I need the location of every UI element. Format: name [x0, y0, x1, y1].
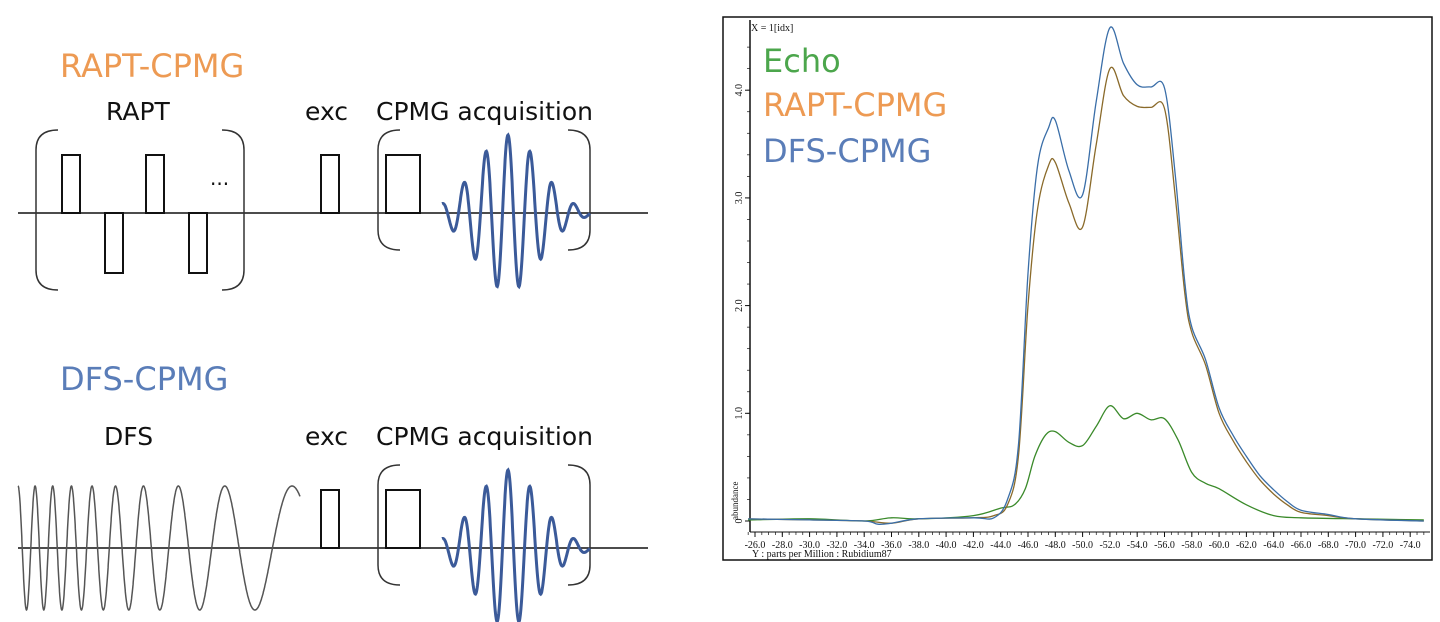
- y-tick-label: 1.0: [734, 407, 745, 420]
- cpmg-acquisition-label: CPMG acquisition: [376, 97, 593, 126]
- x-tick-label: -74.0: [1400, 540, 1421, 551]
- echo-waveform: [441, 467, 592, 622]
- x-tick-label: -50.0: [1072, 540, 1093, 551]
- x-tick-label: -44.0: [990, 540, 1011, 551]
- rapt-pulse: [61, 154, 81, 214]
- x-tick-label: -34.0: [854, 540, 875, 551]
- x-tick-label: -72.0: [1372, 540, 1393, 551]
- x-tick-label: -64.0: [1263, 540, 1284, 551]
- series-line-rapt-cpmg: [748, 66, 1424, 524]
- cpmg-acquisition-label: CPMG acquisition: [376, 422, 593, 451]
- exc-pulse: [320, 489, 340, 549]
- x-tick-label: -52.0: [1099, 540, 1120, 551]
- x-tick-label: -58.0: [1181, 540, 1202, 551]
- dfs-cpmg-title: DFS-CPMG: [60, 360, 228, 398]
- cpmg-left-bracket: [377, 129, 401, 251]
- x-tick-label: -36.0: [881, 540, 902, 551]
- rapt-cpmg-title: RAPT-CPMG: [60, 47, 244, 85]
- rapt-cpmg-diagram: RAPT-CPMG RAPT exc CPMG acquisition ...: [18, 47, 648, 291]
- corner-label: X = 1[idx]: [751, 23, 793, 34]
- x-tick-label: -28.0: [772, 540, 793, 551]
- exc-pulse: [320, 154, 340, 214]
- y-axis-label: abundance: [730, 482, 740, 520]
- x-tick-label: -62.0: [1236, 540, 1257, 551]
- dfs-cpmg-diagram: DFS-CPMG DFS exc CPMG acquisition: [17, 360, 648, 622]
- x-tick-label: -38.0: [908, 540, 929, 551]
- ellipsis: ...: [210, 166, 229, 190]
- x-tick-label: -46.0: [1018, 540, 1039, 551]
- x-tick-label: -40.0: [936, 540, 957, 551]
- x-tick-label: -66.0: [1291, 540, 1312, 551]
- rapt-pulse: [188, 212, 208, 274]
- y-tick-label: 3.0: [734, 192, 745, 205]
- echo-waveform: [441, 132, 592, 290]
- right-bracket: [221, 129, 245, 291]
- exc-label: exc: [305, 422, 348, 451]
- cpmg-left-bracket: [377, 464, 401, 586]
- dfs-chirp-waveform: [17, 485, 301, 612]
- spectrum-chart: X = 1[idx] abundance Y : parts per Milli…: [722, 16, 1433, 561]
- x-axis-label: Y : parts per Million : Rubidium87: [752, 549, 892, 560]
- legend-dfs-cpmg: DFS-CPMG: [763, 132, 931, 170]
- x-tick-label: -42.0: [963, 540, 984, 551]
- refocus-pulse: [385, 489, 421, 549]
- x-tick-label: -56.0: [1154, 540, 1175, 551]
- x-tick-label: -54.0: [1127, 540, 1148, 551]
- legend-echo: Echo: [763, 42, 841, 80]
- x-tick-label: -30.0: [799, 540, 820, 551]
- y-tick-label: 0: [734, 519, 745, 524]
- y-tick-label: 2.0: [734, 299, 745, 312]
- x-tick-label: -32.0: [826, 540, 847, 551]
- series-line-dfs-cpmg: [748, 26, 1424, 525]
- legend-rapt-cpmg: RAPT-CPMG: [763, 86, 947, 124]
- chart-frame: [722, 16, 1433, 561]
- left-bracket: [35, 129, 59, 291]
- rapt-label: RAPT: [106, 97, 171, 126]
- exc-label: exc: [305, 97, 348, 126]
- x-tick-label: -26.0: [745, 540, 766, 551]
- cpmg-right-bracket: [567, 464, 591, 586]
- x-tick-label: -48.0: [1045, 540, 1066, 551]
- refocus-pulse: [385, 154, 421, 214]
- dfs-label: DFS: [104, 422, 153, 451]
- rapt-pulse: [104, 212, 124, 274]
- cpmg-right-bracket: [567, 129, 591, 251]
- x-tick-label: -60.0: [1209, 540, 1230, 551]
- y-tick-label: 4.0: [734, 84, 745, 97]
- rapt-pulse: [145, 154, 165, 214]
- x-tick-label: -70.0: [1345, 540, 1366, 551]
- x-tick-label: -68.0: [1318, 540, 1339, 551]
- series-line-echo: [748, 405, 1424, 522]
